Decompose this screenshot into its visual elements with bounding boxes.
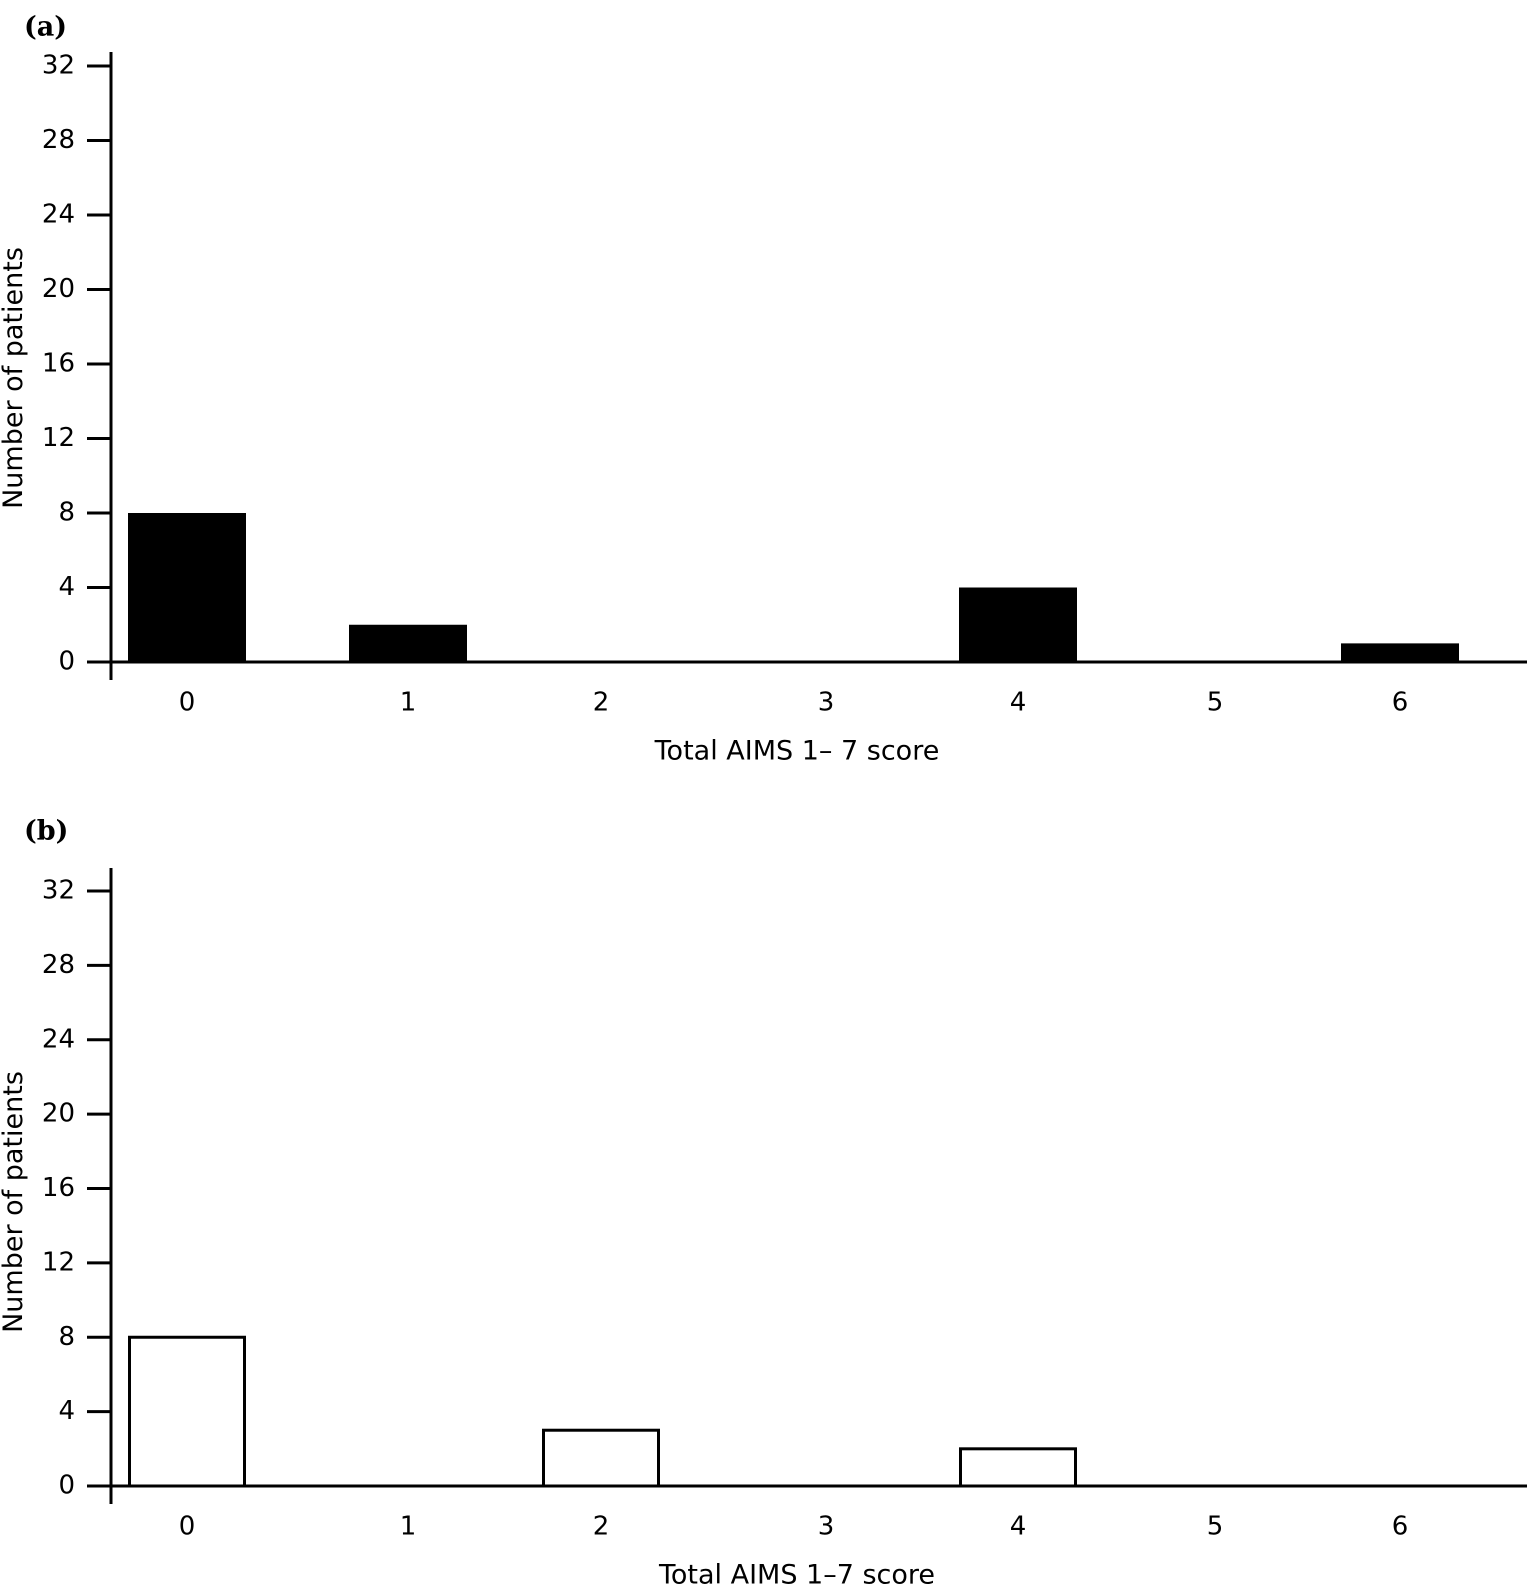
x-tick-label: 4 [1010, 1512, 1027, 1542]
bar-1 [349, 624, 467, 662]
y-tick-label: 32 [42, 51, 75, 81]
x-axis-title: Total AIMS 1–7 score [658, 1560, 935, 1589]
y-tick-label: 12 [42, 423, 75, 453]
y-tick-label: 28 [42, 125, 75, 155]
y-tick-label: 32 [42, 876, 75, 906]
bar-0 [128, 513, 246, 662]
bar-4 [959, 587, 1077, 662]
y-tick-label: 12 [42, 1247, 75, 1277]
x-tick-label: 0 [179, 1512, 196, 1542]
x-tick-label: 5 [1207, 688, 1224, 718]
x-tick-label: 2 [593, 688, 610, 718]
bar-6 [1341, 643, 1459, 662]
x-tick-label: 2 [593, 1512, 610, 1542]
y-tick-label: 0 [58, 647, 75, 677]
y-axis-title: Number of patients [0, 247, 29, 509]
x-tick-label: 0 [179, 688, 196, 718]
y-tick-label: 20 [42, 274, 75, 304]
y-tick-label: 8 [58, 1322, 75, 1352]
panel-label: (b) [24, 816, 68, 847]
y-tick-label: 28 [42, 950, 75, 980]
bar-4 [959, 1447, 1077, 1488]
bar-2 [542, 1428, 660, 1488]
y-tick-label: 16 [42, 349, 75, 379]
x-tick-label: 3 [818, 1512, 835, 1542]
y-tick-label: 20 [42, 1099, 75, 1129]
x-tick-label: 6 [1392, 688, 1409, 718]
y-tick-label: 4 [58, 1396, 75, 1426]
y-tick-label: 16 [42, 1173, 75, 1203]
y-tick-label: 24 [42, 200, 75, 230]
x-tick-label: 5 [1207, 1512, 1224, 1542]
y-axis-title: Number of patients [0, 1071, 29, 1333]
x-tick-label: 1 [400, 688, 417, 718]
x-tick-label: 1 [400, 1512, 417, 1542]
x-tick-label: 3 [818, 688, 835, 718]
panel-label: (a) [24, 12, 67, 43]
x-axis-title: Total AIMS 1– 7 score [654, 736, 940, 767]
y-tick-label: 4 [58, 572, 75, 602]
y-tick-label: 24 [42, 1024, 75, 1054]
x-tick-label: 6 [1392, 1512, 1409, 1542]
y-tick-label: 0 [58, 1471, 75, 1501]
bar-0 [128, 1335, 246, 1488]
x-tick-label: 4 [1010, 688, 1027, 718]
y-tick-label: 8 [58, 498, 75, 528]
